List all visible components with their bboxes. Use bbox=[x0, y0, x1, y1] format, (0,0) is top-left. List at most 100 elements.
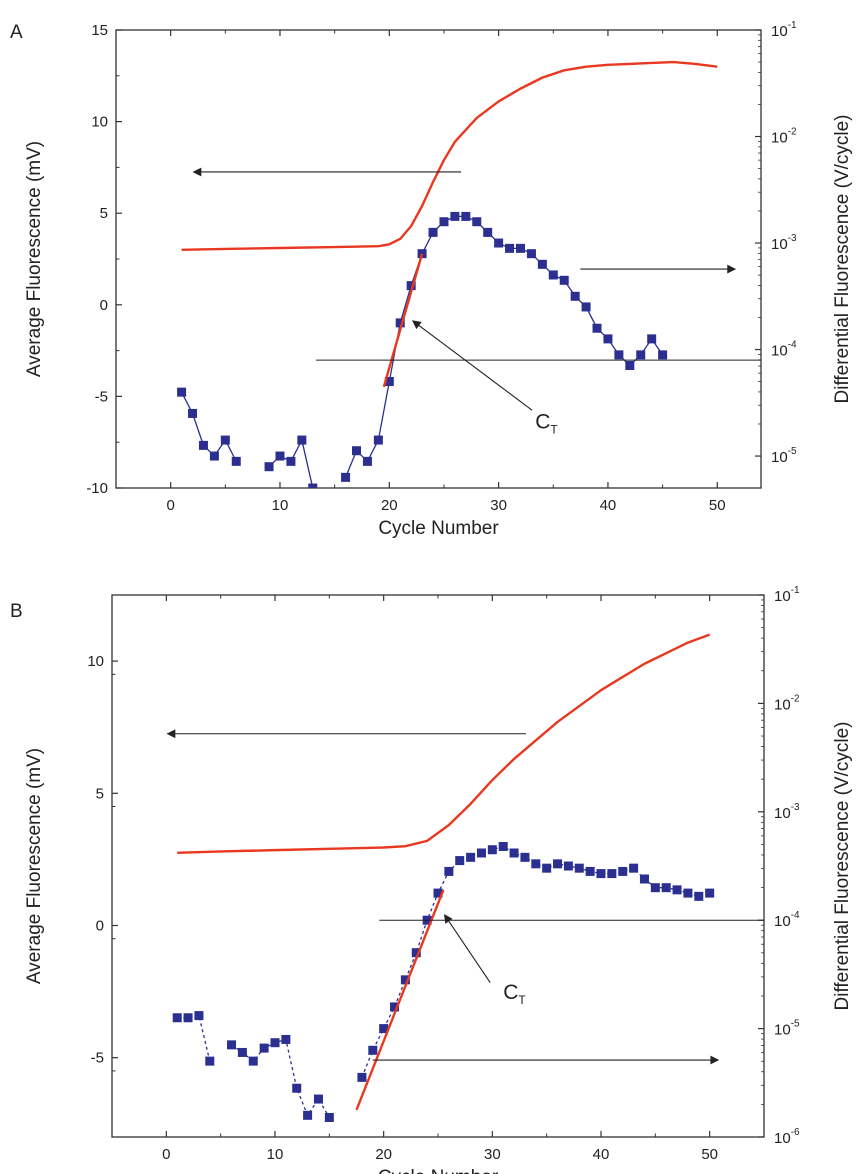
derivative-point bbox=[183, 1013, 193, 1023]
tick-base: 10 bbox=[771, 449, 788, 466]
tick-base: 10 bbox=[774, 696, 791, 713]
derivative-point bbox=[683, 888, 693, 898]
tick-exponent: -2 bbox=[791, 693, 800, 704]
derivative-point bbox=[515, 243, 525, 253]
tick-exponent: -1 bbox=[791, 585, 800, 596]
derivative-point bbox=[379, 1024, 389, 1034]
derivative-point bbox=[625, 361, 635, 371]
derivative-point bbox=[172, 1013, 182, 1023]
panel-letter: A bbox=[10, 22, 23, 43]
tick-exponent: -4 bbox=[791, 910, 800, 921]
derivative-point bbox=[585, 866, 595, 876]
derivative-point bbox=[428, 227, 438, 237]
tick-base: 10 bbox=[771, 130, 788, 147]
derivative-line bbox=[344, 215, 664, 478]
tick-base: 10 bbox=[771, 343, 788, 360]
x-tick-label: 50 bbox=[709, 497, 726, 514]
derivative-point bbox=[614, 350, 624, 360]
derivative-point bbox=[303, 1110, 313, 1120]
derivative-point bbox=[574, 863, 584, 873]
derivative-point bbox=[194, 1011, 204, 1021]
tick-base: 10 bbox=[774, 588, 791, 605]
tick-base: 10 bbox=[774, 1130, 791, 1147]
tick-base: 10 bbox=[774, 913, 791, 930]
derivative-point bbox=[618, 866, 628, 876]
x-tick-label: 30 bbox=[484, 1146, 501, 1163]
derivative-point bbox=[209, 451, 219, 461]
derivative-point bbox=[259, 1043, 269, 1053]
derivative-point bbox=[603, 334, 613, 344]
derivative-point bbox=[188, 408, 198, 418]
derivative-point bbox=[281, 1034, 291, 1044]
derivative-point bbox=[592, 323, 602, 333]
x-tick-label: 30 bbox=[490, 497, 507, 514]
y-right-tick-label: 10-2 bbox=[774, 693, 800, 713]
derivative-point bbox=[559, 275, 569, 285]
derivative-point bbox=[368, 1045, 378, 1055]
derivative-point bbox=[264, 462, 274, 472]
derivative-point bbox=[231, 456, 241, 466]
tick-base: 10 bbox=[774, 1022, 791, 1039]
derivative-point bbox=[494, 238, 504, 248]
derivative-point bbox=[509, 848, 519, 858]
derivative-point bbox=[362, 456, 372, 466]
derivative-point bbox=[341, 472, 351, 482]
x-tick-label: 10 bbox=[267, 1146, 284, 1163]
x-tick-label: 40 bbox=[600, 497, 617, 514]
tick-exponent: -3 bbox=[788, 233, 797, 244]
panel-letter: B bbox=[10, 601, 23, 622]
derivative-point bbox=[384, 376, 394, 386]
derivative-point bbox=[537, 259, 547, 269]
derivative-point bbox=[439, 217, 449, 227]
plot-area bbox=[177, 60, 718, 488]
y-left-tick-label: -5 bbox=[95, 388, 108, 405]
x-tick-label: 20 bbox=[375, 1146, 392, 1163]
derivative-point bbox=[411, 948, 421, 958]
derivative-point bbox=[286, 456, 296, 466]
derivative-point bbox=[639, 874, 649, 884]
y-left-axis-title: Average Fluorescence (mV) bbox=[24, 748, 45, 984]
derivative-point bbox=[220, 435, 230, 445]
tick-exponent: -2 bbox=[788, 127, 797, 138]
derivative-point bbox=[607, 869, 617, 879]
x-tick-label: 0 bbox=[162, 1146, 170, 1163]
y-right-tick-label: 10-1 bbox=[774, 585, 800, 605]
derivative-point bbox=[395, 318, 405, 328]
derivative-point bbox=[352, 446, 362, 456]
derivative-point bbox=[177, 387, 187, 397]
tick-exponent: -4 bbox=[788, 340, 797, 351]
tick-exponent: -3 bbox=[791, 802, 800, 813]
derivative-point bbox=[629, 863, 639, 873]
ct-label: CT bbox=[503, 981, 526, 1007]
derivative-point bbox=[531, 859, 541, 869]
derivative-point bbox=[650, 883, 660, 893]
derivative-point bbox=[400, 975, 410, 985]
derivative-point bbox=[498, 841, 508, 851]
derivative-point bbox=[324, 1112, 334, 1122]
derivative-point bbox=[270, 1038, 280, 1048]
y-right-axis-title: Differential Fluorescence (V/cycle) bbox=[832, 722, 853, 1011]
derivative-point bbox=[483, 227, 493, 237]
derivative-point bbox=[526, 249, 536, 259]
derivative-point bbox=[406, 281, 416, 291]
derivative-point bbox=[553, 859, 563, 869]
y-right-tick-label: 10-5 bbox=[774, 1019, 800, 1039]
derivative-point bbox=[373, 435, 383, 445]
derivative-point bbox=[198, 440, 208, 450]
x-tick-label: 40 bbox=[593, 1146, 610, 1163]
y-left-tick-label: 0 bbox=[96, 917, 104, 934]
panel-b: B0 10 20 30 40 50-5051010-610-510-410-310-210… bbox=[10, 585, 853, 1174]
derivative-point bbox=[487, 845, 497, 855]
derivative-point bbox=[227, 1040, 237, 1050]
derivative-point bbox=[205, 1056, 215, 1066]
derivative-point bbox=[476, 848, 486, 858]
y-right-tick-label: 10-4 bbox=[771, 340, 797, 360]
y-right-tick-label: 10-2 bbox=[771, 127, 797, 147]
derivative-point bbox=[248, 1056, 258, 1066]
derivative-point bbox=[466, 852, 476, 862]
derivative-point bbox=[570, 291, 580, 301]
plot-frame bbox=[115, 29, 762, 489]
derivative-point bbox=[647, 334, 657, 344]
derivative-point bbox=[596, 869, 606, 879]
